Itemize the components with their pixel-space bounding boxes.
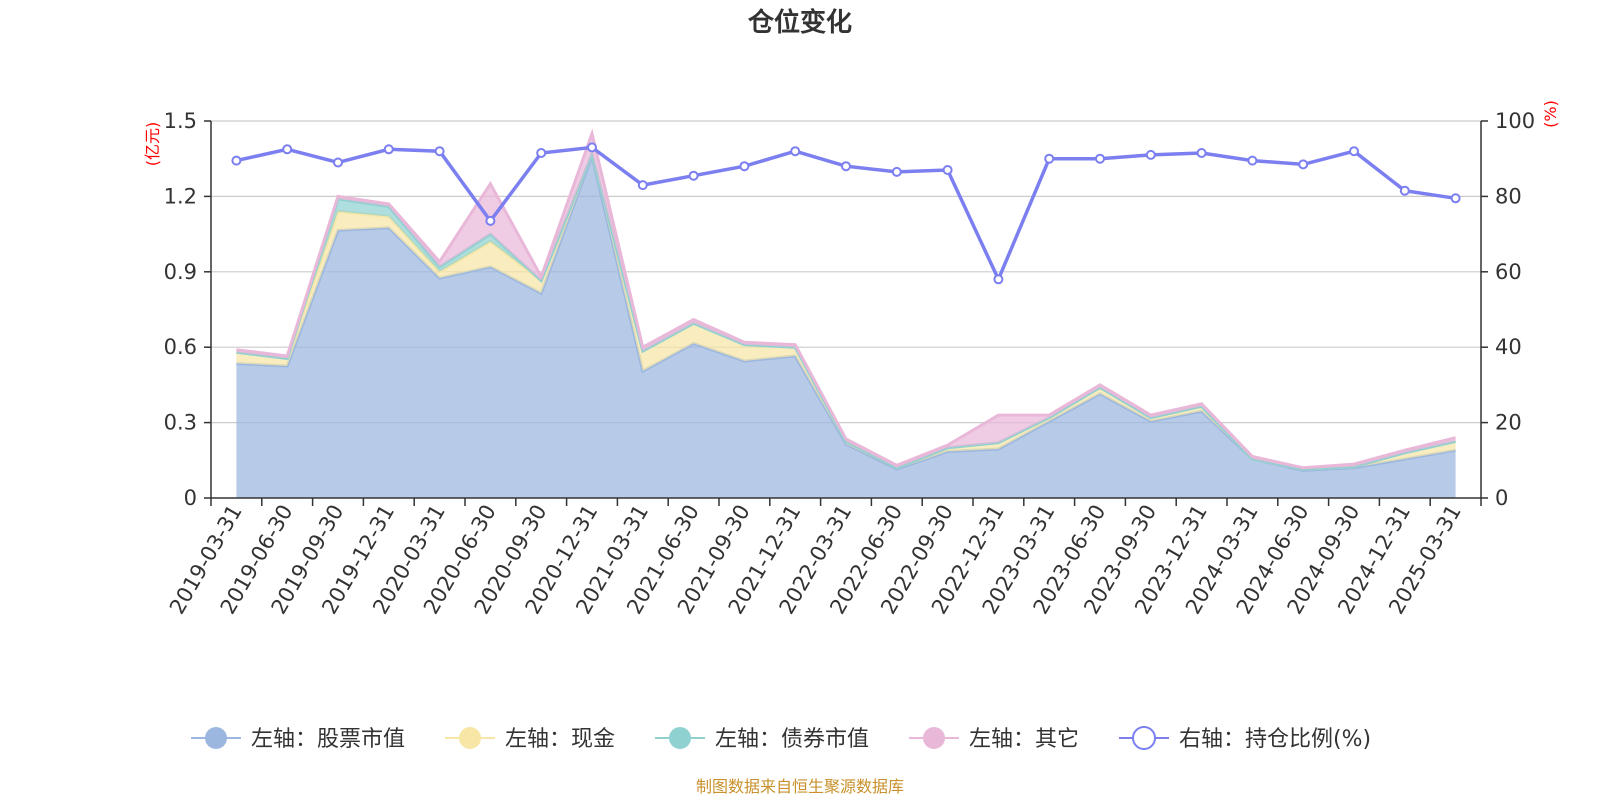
right-tick-label: 20 [1495,411,1522,435]
ratio-point[interactable] [587,142,597,153]
left-axis-unit: (亿元) [143,122,162,167]
legend[interactable]: 左轴：股票市值 左轴：现金 左轴：债券市值 左轴：其它 右轴：持仓比例(%) [191,726,1371,752]
legend-item[interactable]: 左轴：其它 [909,727,1079,752]
ratio-point[interactable] [891,166,902,177]
ratio-point[interactable] [1145,149,1156,160]
ratio-point[interactable] [333,157,343,168]
ratio-point[interactable] [1349,146,1359,157]
right-tick-label: 0 [1495,486,1508,510]
right-tick-label: 60 [1495,260,1522,284]
ratio-point[interactable] [434,146,445,157]
ratio-point[interactable] [1196,148,1207,158]
left-tick-label: 0.9 [164,260,197,284]
ratio-point[interactable] [841,161,851,172]
legend-label: 右轴：持仓比例(%) [1179,727,1371,752]
legend-label: 左轴：现金 [505,727,615,752]
data-source-note: 制图数据来自恒生聚源数据库 [696,777,904,796]
ratio-point[interactable] [1298,159,1309,170]
ratio-point[interactable] [536,148,547,158]
legend-marker [1132,726,1156,750]
ratio-point[interactable] [231,155,242,166]
legend-marker [205,727,227,749]
ratio-point[interactable] [1450,193,1461,204]
left-tick-label: 0.6 [164,335,197,359]
legend-label: 左轴：其它 [969,727,1079,752]
right-tick-label: 100 [1495,109,1535,133]
ratio-point[interactable] [282,144,293,155]
legend-item[interactable]: 右轴：持仓比例(%) [1119,726,1371,752]
left-tick-label: 0 [184,486,197,510]
left-tick-label: 1.5 [164,109,197,133]
ratio-point[interactable] [993,274,1004,285]
right-tick-label: 80 [1495,184,1522,208]
left-tick-label: 1.2 [164,184,197,208]
legend-label: 左轴：债券市值 [715,727,869,752]
legend-item[interactable]: 左轴：股票市值 [191,727,405,752]
stacked-areas [236,128,1456,498]
legend-marker [923,727,945,749]
chart-title: 仓位变化 [747,7,852,38]
ratio-line-series [231,142,1461,285]
ratio-point[interactable] [1399,185,1410,196]
legend-item[interactable]: 左轴：债券市值 [655,727,869,752]
ratio-point[interactable] [1095,153,1105,164]
ratio-point[interactable] [688,170,699,181]
legend-label: 左轴：股票市值 [251,727,405,752]
legend-marker [459,727,481,749]
right-axis-unit: (%) [1541,100,1560,128]
ratio-point[interactable] [790,146,801,157]
legend-item[interactable]: 左轴：现金 [445,727,615,752]
ratio-point[interactable] [942,165,953,175]
ratio-point[interactable] [739,161,750,172]
area-series-edge [236,128,1456,470]
ratio-point[interactable] [1044,153,1055,164]
right-tick-label: 40 [1495,335,1522,359]
left-tick-label: 0.3 [164,411,197,435]
ratio-point[interactable] [383,144,394,155]
ratio-point[interactable] [637,180,648,191]
ratio-point[interactable] [1247,155,1258,166]
area-series [236,156,1456,498]
legend-marker [669,727,691,749]
ratio-point[interactable] [485,215,496,226]
